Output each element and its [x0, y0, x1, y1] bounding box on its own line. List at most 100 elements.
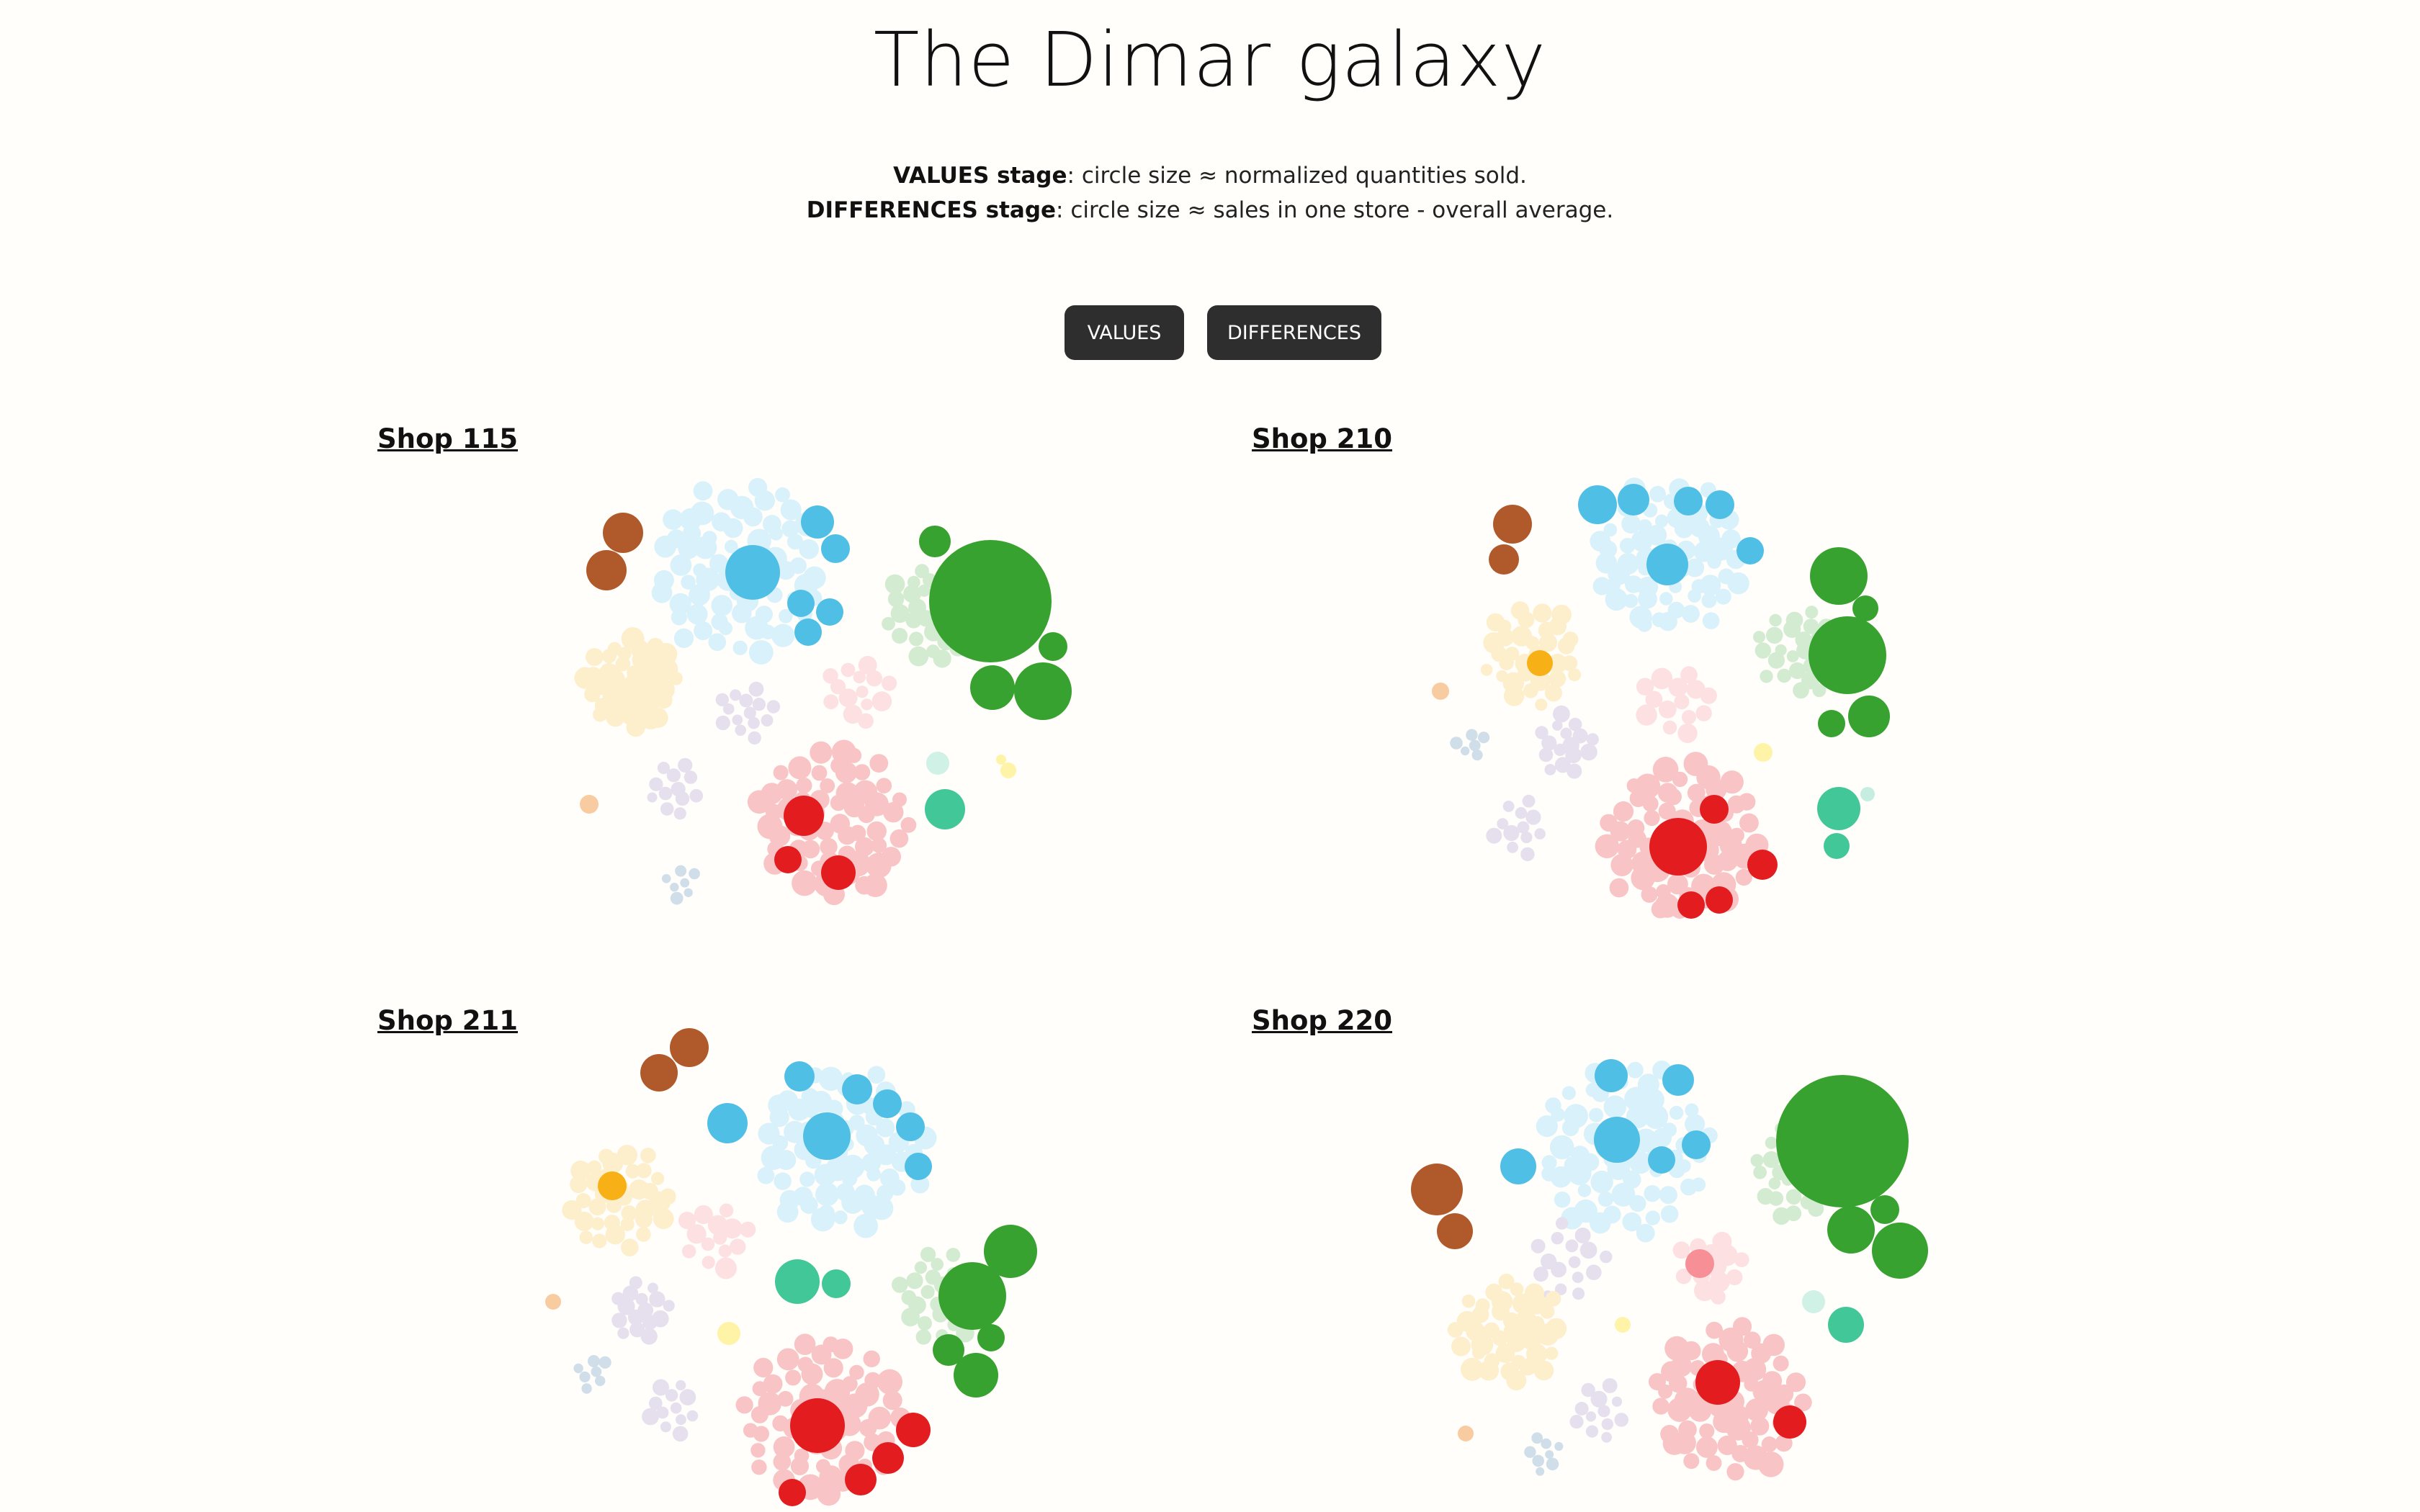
green-bubble-highlight	[919, 526, 951, 557]
orange-bubble	[1535, 698, 1548, 711]
orange-bubble	[655, 691, 673, 709]
blue-bubble	[1561, 1086, 1576, 1100]
shop-115-label[interactable]: Shop 115	[377, 423, 519, 454]
blue-bubble	[1634, 1128, 1658, 1153]
pink-bubble	[1712, 1231, 1732, 1251]
blue-bubble	[693, 481, 713, 501]
blue-bubble	[1605, 588, 1628, 611]
blue-bubble	[709, 554, 729, 573]
purple-bubble	[748, 716, 760, 729]
green-bubble	[1757, 1188, 1774, 1205]
differences-button[interactable]: DIFFERENCES	[1207, 305, 1381, 360]
slate-bubble	[591, 1366, 602, 1377]
red-bubble	[1717, 1435, 1737, 1455]
blue-bubble	[818, 1066, 843, 1092]
red-bubble	[1696, 1436, 1718, 1458]
purple-bubble	[1497, 818, 1509, 829]
blue-bubble-highlight	[801, 505, 834, 539]
red-bubble	[1743, 1331, 1761, 1349]
shop-210-label[interactable]: Shop 210	[1252, 423, 1393, 454]
green-bubble	[905, 612, 922, 629]
blue-bubble	[1669, 1105, 1684, 1120]
green-bubble	[1768, 1177, 1781, 1189]
orange-bubble	[1483, 632, 1505, 654]
red-bubble	[1683, 1453, 1700, 1470]
slate-bubble	[1478, 732, 1490, 744]
blue-bubble	[1607, 1157, 1631, 1181]
purple-bubble	[748, 681, 764, 697]
purple-bubble	[675, 791, 690, 806]
blue-bubble	[669, 593, 691, 616]
blue-bubble	[1624, 575, 1643, 593]
purple-bubble	[629, 1276, 642, 1290]
blue-bubble	[708, 633, 727, 652]
blue-bubble	[1629, 1151, 1652, 1174]
purple-bubble	[1611, 1396, 1623, 1407]
blue-bubble-highlight	[896, 1112, 925, 1141]
orange-bubble	[1545, 1291, 1561, 1307]
green-bubble	[884, 574, 905, 595]
red-bubble	[823, 1336, 839, 1353]
red-bubble	[772, 1415, 789, 1432]
purple-bubble	[679, 1389, 696, 1405]
purple-bubble	[656, 1406, 669, 1419]
blue-bubble	[1603, 1095, 1627, 1118]
pink-bubble	[1662, 720, 1677, 735]
blue-bubble	[686, 603, 708, 625]
slate-bubble	[1450, 737, 1463, 750]
blue-bubble	[671, 609, 688, 626]
red-bubble-highlight	[779, 1479, 806, 1506]
blue-bubble	[774, 1172, 792, 1190]
red-bubble	[1745, 1398, 1768, 1422]
green-bubble	[914, 1261, 928, 1274]
blue-bubble-highlight	[842, 1074, 872, 1104]
orange-bubble	[653, 1208, 674, 1230]
green-bubble	[1766, 626, 1783, 644]
red-bubble	[831, 739, 856, 765]
differences-stage-desc: : circle size ≈ sales in one store - ove…	[1056, 197, 1614, 223]
blue-bubble	[1721, 529, 1741, 549]
red-bubble	[1785, 1372, 1806, 1392]
orange-bubble	[640, 1148, 656, 1164]
blue-bubble	[875, 1144, 897, 1166]
green-bubble	[1803, 618, 1819, 634]
red-bubble	[763, 1374, 783, 1394]
green-bubble	[931, 1258, 944, 1271]
blue-bubble	[1691, 1177, 1706, 1192]
red-bubble-highlight	[790, 1398, 845, 1453]
pink-bubble	[858, 656, 877, 675]
blue-bubble	[814, 1164, 837, 1187]
orange-bubble	[621, 1238, 639, 1256]
brown-bubble-highlight	[1437, 1213, 1473, 1249]
blue-bubble	[1715, 588, 1731, 605]
red-bubble	[1613, 801, 1634, 822]
green-bubble	[1753, 1165, 1767, 1179]
shop-211-label[interactable]: Shop 211	[377, 1005, 519, 1036]
teal-bubble	[1860, 787, 1875, 801]
green-bubble-highlight	[1039, 632, 1067, 661]
purple-bubble	[676, 1380, 686, 1391]
shop-220-label[interactable]: Shop 220	[1252, 1005, 1393, 1036]
blue-bubble	[689, 584, 710, 606]
red-bubble	[863, 1350, 880, 1368]
orange-bubble	[1524, 1283, 1545, 1303]
green-bubble	[918, 1315, 932, 1331]
red-bubble	[1667, 1397, 1693, 1422]
blue-bubble-highlight	[1578, 485, 1617, 524]
teal-bubble-highlight	[1824, 833, 1850, 859]
blue-bubble	[1644, 1185, 1661, 1202]
purple-bubble	[1507, 842, 1519, 853]
red-bubble	[1729, 827, 1744, 843]
purple-bubble	[658, 786, 673, 801]
red-bubble-highlight	[1747, 850, 1778, 880]
purple-bubble	[635, 1292, 648, 1306]
red-bubble	[1739, 813, 1759, 833]
purple-bubble	[670, 1402, 682, 1414]
green-bubble-highlight	[1818, 710, 1845, 737]
values-button[interactable]: VALUES	[1065, 305, 1184, 360]
orange-bubble	[587, 1160, 602, 1175]
teal-bubble-highlight	[775, 1259, 820, 1304]
orange-bubble	[1478, 1360, 1500, 1381]
red-bubble	[788, 756, 812, 780]
